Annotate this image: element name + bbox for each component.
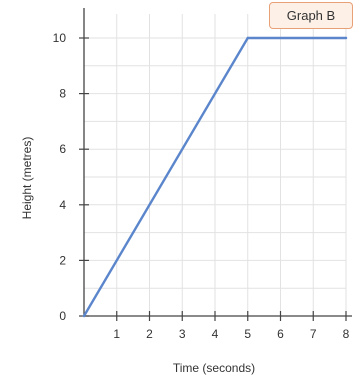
x-tick-label: 6 (277, 327, 284, 341)
axes (83, 8, 352, 317)
graph-label-badge: Graph B (269, 2, 353, 29)
x-tick-label: 8 (343, 327, 350, 341)
series (82, 36, 348, 318)
ticks: 1 2 3 4 5 6 7 8 0 2 4 6 8 10 (53, 31, 350, 341)
y-tick-label: 4 (59, 198, 66, 212)
x-tick-label: 3 (179, 327, 186, 341)
data-point (82, 314, 86, 318)
y-tick-label: 8 (59, 87, 66, 101)
y-axis-label: Height (metres) (20, 137, 34, 220)
data-point (344, 36, 348, 40)
x-tick-label: 5 (244, 327, 251, 341)
data-point (246, 36, 249, 40)
y-tick-label: 0 (59, 309, 66, 323)
y-tick-label: 2 (59, 253, 66, 267)
grid (84, 14, 347, 316)
y-tick-label: 10 (53, 31, 67, 45)
x-tick-label: 2 (146, 327, 153, 341)
y-tick-label: 6 (59, 142, 66, 156)
x-tick-label: 7 (310, 327, 317, 341)
x-axis-label: Time (seconds) (173, 361, 255, 375)
x-tick-label: 4 (212, 327, 219, 341)
x-tick-label: 1 (113, 327, 120, 341)
